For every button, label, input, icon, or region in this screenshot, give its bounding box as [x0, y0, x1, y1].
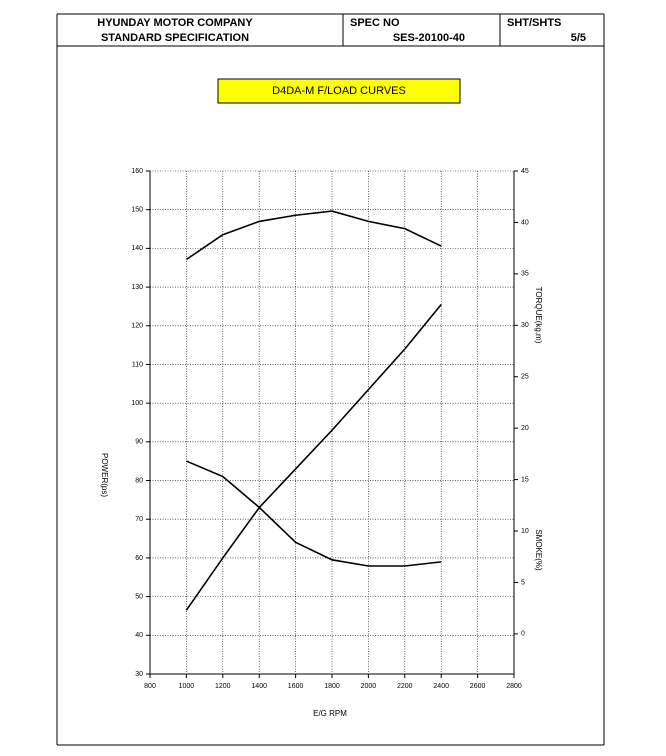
y-tick-label: 120 — [131, 323, 143, 330]
y2-tick-label: 0 — [521, 631, 525, 638]
sheet: 5/5 — [571, 32, 586, 44]
y2-tick-label: 15 — [521, 476, 529, 483]
chart-title: D4DA-M F/LOAD CURVES — [272, 85, 406, 97]
series-line — [186, 460, 442, 567]
y-tick-label: 110 — [132, 361, 143, 368]
y-tick-label: 150 — [131, 207, 143, 214]
y2-tick-label: 25 — [521, 374, 529, 381]
frame — [56, 13, 605, 746]
x-tick-label: 1000 — [179, 683, 195, 690]
series-line — [185, 210, 442, 261]
y-tick-label: 60 — [135, 555, 143, 562]
y-tick-label: 140 — [131, 245, 143, 252]
y-tick-label: 30 — [135, 671, 143, 678]
x-tick-label: 2400 — [433, 683, 449, 690]
title-box — [217, 78, 461, 104]
y2-tick-label: 5 — [521, 579, 525, 586]
company: HYUNDAY MOTOR COMPANY — [97, 17, 253, 29]
spec-no: SES-20100-40 — [393, 32, 465, 44]
y2-tick-label: 40 — [521, 219, 529, 226]
y-tick-label: 90 — [135, 439, 143, 446]
y-tick-label: 130 — [131, 284, 143, 291]
x-tick-label: 2000 — [361, 683, 377, 690]
series-line — [185, 303, 442, 611]
x-tick-label: 1400 — [251, 683, 267, 690]
x-tick-label: 1800 — [324, 683, 340, 690]
x-tick-label: 2200 — [397, 683, 413, 690]
x-axis-label: E/G RPM — [313, 709, 347, 718]
y2-tick-label: 10 — [521, 528, 529, 535]
sheet-label: SHT/SHTS — [507, 17, 561, 29]
spec-label: SPEC NO — [350, 17, 400, 29]
doc-type: STANDARD SPECIFICATION — [101, 32, 249, 44]
x-tick-label: 1200 — [215, 683, 231, 690]
x-tick-label: 800 — [144, 683, 156, 690]
y-tick-label: 80 — [135, 477, 143, 484]
y-tick-label: 50 — [135, 593, 143, 600]
x-tick-label: 1600 — [288, 683, 304, 690]
y-tick-label: 160 — [131, 168, 143, 175]
y-tick-label: 100 — [131, 400, 143, 407]
y2-tick-label: 20 — [521, 425, 529, 432]
y-tick-label: 70 — [135, 516, 143, 523]
y2-axis-label: SMOKE(%) — [534, 529, 543, 571]
y2-tick-label: 45 — [521, 168, 529, 175]
y2-tick-label: 30 — [521, 322, 529, 329]
y2-axis-label: TORQUE(kg.m) — [534, 287, 543, 344]
y-axis-label: POWER(ps) — [100, 453, 109, 497]
y-tick-label: 40 — [135, 632, 143, 639]
x-tick-label: 2800 — [506, 683, 522, 690]
y2-tick-label: 35 — [521, 271, 529, 278]
x-tick-label: 2600 — [470, 683, 486, 690]
